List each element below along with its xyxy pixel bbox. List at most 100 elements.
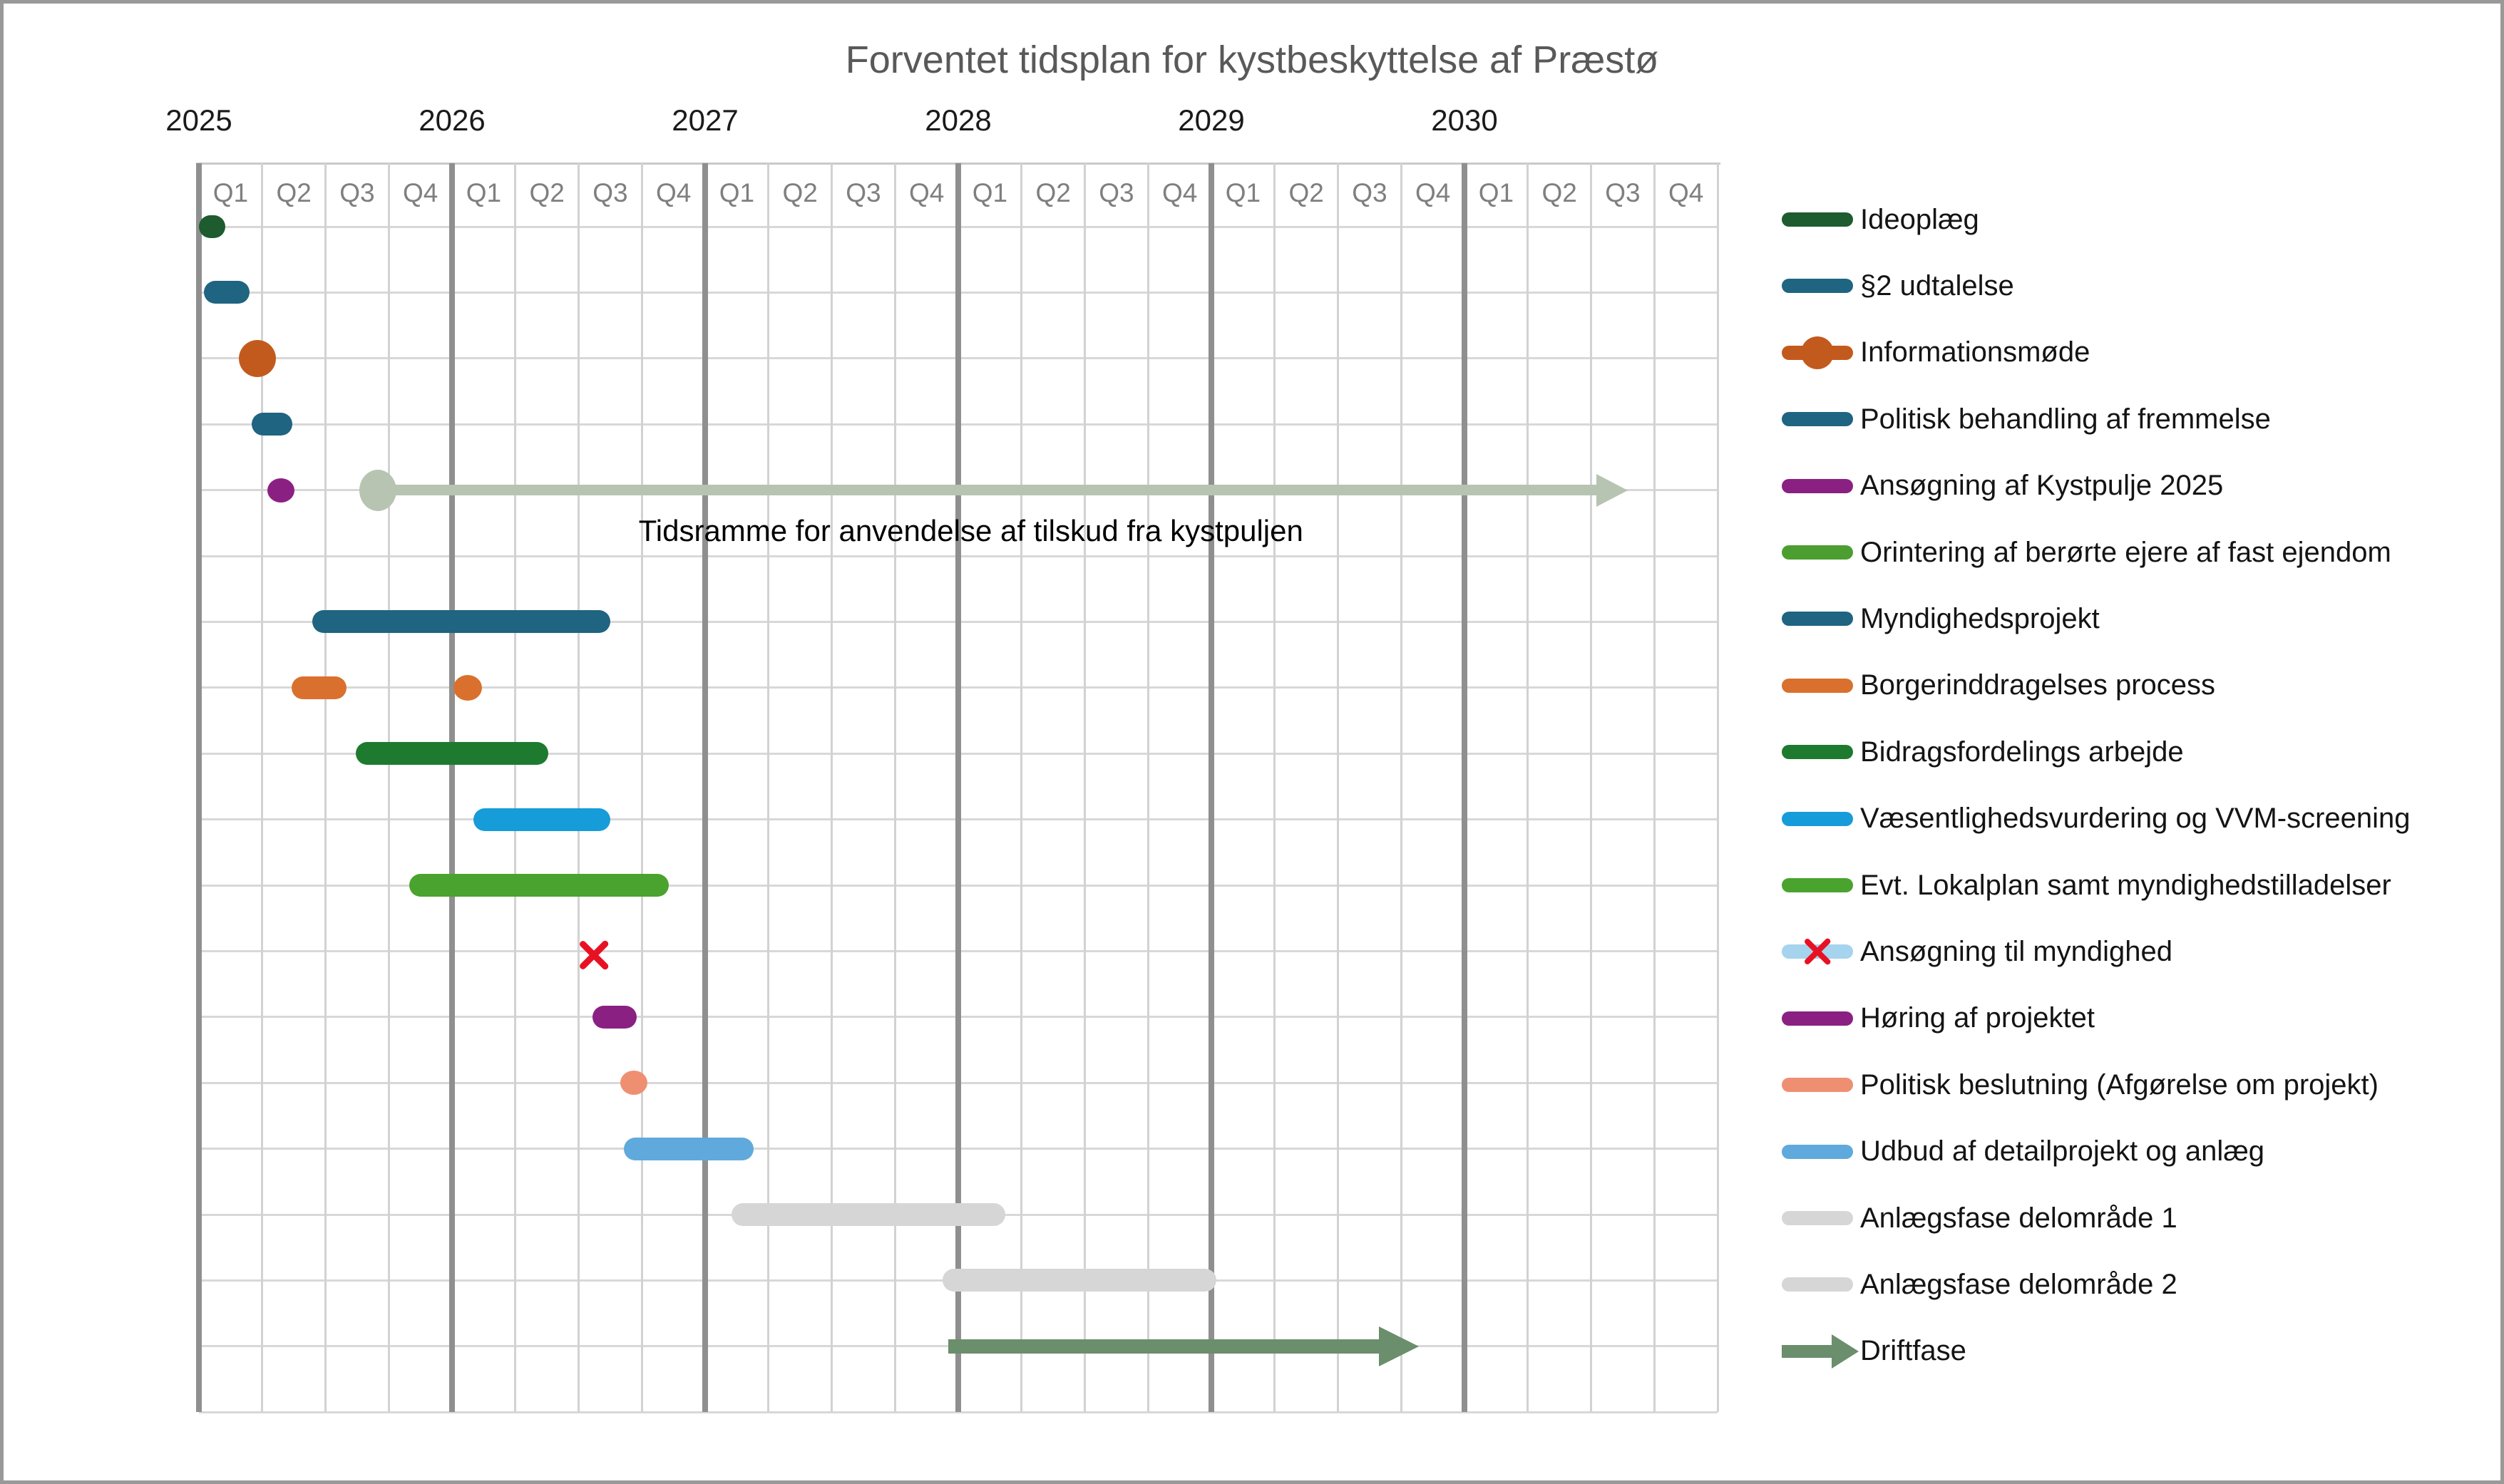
- timeframe-arrow-start-circle: [359, 469, 397, 511]
- x-stroke: [1803, 937, 1832, 967]
- legend-item: Informationsmøde: [1782, 330, 2090, 376]
- legend-line: [1782, 678, 1853, 693]
- legend-line: [1782, 1078, 1853, 1093]
- legend-line: [1782, 811, 1853, 826]
- grid-quarter-line: [1020, 163, 1023, 1413]
- driftfase-arrow-line: [948, 1339, 1380, 1354]
- legend-swatch: [1782, 1129, 1859, 1175]
- axis-quarter-label: Q1: [972, 178, 1008, 207]
- legend-swatch: [1782, 463, 1859, 509]
- legend-item: Borgerinddragelses process: [1782, 663, 2215, 708]
- legend-swatch: [1782, 596, 1859, 641]
- legend-swatch: [1782, 996, 1859, 1041]
- legend-label: Udbud af detailprojekt og anlæg: [1860, 1135, 2265, 1168]
- legend-item: Ansøgning af Kystpulje 2025: [1782, 463, 2223, 509]
- legend-item: Ansøgning til myndighed: [1782, 929, 2172, 974]
- legend-swatch: [1782, 729, 1859, 775]
- legend-item: Orintering af berørte ejere af fast ejen…: [1782, 530, 2391, 575]
- grid-year-line: [955, 163, 961, 1413]
- axis-quarter-label: Q2: [1288, 178, 1324, 207]
- grid-row-line: [199, 1411, 1718, 1413]
- legend-label: Borgerinddragelses process: [1860, 669, 2216, 701]
- axis-quarter-label: Q2: [276, 178, 312, 207]
- grid-year-line: [702, 163, 708, 1413]
- gantt-bar: [291, 676, 347, 699]
- grid-year-line: [1209, 163, 1214, 1413]
- legend-line: [1782, 478, 1853, 493]
- grid-quarter-line: [578, 163, 580, 1413]
- axis-quarter-label: Q2: [529, 178, 565, 207]
- timeframe-arrow-line: [378, 485, 1596, 496]
- legend-swatch: [1782, 1262, 1859, 1307]
- grid-quarter-line: [1590, 163, 1592, 1413]
- legend-item: Anlægsfase delområde 2: [1782, 1262, 2177, 1307]
- legend-swatch: [1782, 396, 1859, 442]
- grid-quarter-line: [831, 163, 833, 1413]
- grid-quarter-line: [324, 163, 327, 1413]
- axis-quarter-label: Q4: [908, 178, 945, 207]
- driftfase-arrow-head: [1379, 1326, 1420, 1366]
- legend-swatch: [1782, 929, 1859, 974]
- grid-quarter-line: [1084, 163, 1086, 1413]
- gantt-x-marker: [578, 939, 610, 972]
- legend-line: [1782, 412, 1853, 427]
- legend-label: Orintering af berørte ejere af fast ejen…: [1860, 536, 2391, 568]
- axis-year-label: 2029: [1178, 103, 1245, 137]
- grid-quarter-line: [1653, 163, 1656, 1413]
- legend-label: Myndighedsprojekt: [1860, 602, 2100, 634]
- axis-quarter-label: Q1: [719, 178, 755, 207]
- axis-quarter-label: Q4: [402, 178, 438, 207]
- grid-quarter-line: [893, 163, 896, 1413]
- axis-quarter-label: Q1: [1225, 178, 1261, 207]
- gantt-milestone-circle: [267, 478, 295, 503]
- grid-quarter-line: [1400, 163, 1402, 1413]
- axis-quarter-label: Q3: [592, 178, 628, 207]
- legend-label: Ideoplæg: [1860, 203, 1979, 235]
- legend-swatch: [1782, 530, 1859, 575]
- gantt-bar: [732, 1203, 1005, 1226]
- legend-line: [1782, 612, 1853, 627]
- gantt-bar: [624, 1137, 754, 1160]
- legend-line: [1782, 212, 1853, 227]
- legend-line: [1782, 1144, 1853, 1159]
- legend-label: Evt. Lokalplan samt myndighedstilladelse…: [1860, 869, 2391, 901]
- legend-swatch: [1782, 1062, 1859, 1108]
- legend-item: Bidragsfordelings arbejde: [1782, 729, 2184, 775]
- gantt-bar: [199, 215, 226, 238]
- axis-year-label: 2030: [1431, 103, 1498, 137]
- axis-quarter-label: Q2: [782, 178, 818, 207]
- axis-quarter-label: Q3: [339, 178, 375, 207]
- legend-line: [1782, 1277, 1853, 1292]
- legend-swatch: [1782, 862, 1859, 908]
- legend-label: Politisk beslutning (Afgørelse om projek…: [1860, 1068, 2379, 1101]
- legend-item: Anlægsfase delområde 1: [1782, 1195, 2177, 1241]
- grid-quarter-line: [640, 163, 643, 1413]
- legend-label: Anlægsfase delområde 2: [1860, 1268, 2177, 1300]
- legend-label: Driftfase: [1860, 1335, 1966, 1367]
- axis-quarter-label: Q2: [1035, 178, 1071, 207]
- grid-year-line: [449, 163, 455, 1413]
- plot-area: 2025 2026 2027 2028 2029 2030 Q1 Q2 Q3 Q4 Q1 Q2 Q3 Q…: [4, 4, 1786, 1480]
- legend-line: [1782, 944, 1853, 959]
- grid-quarter-line: [767, 163, 770, 1413]
- grid-quarter-line: [261, 163, 264, 1413]
- grid-quarter-line: [1337, 163, 1339, 1413]
- axis-quarter-label: Q4: [655, 178, 692, 207]
- axis-year-label: 2028: [925, 103, 992, 137]
- axis-quarter-label: Q4: [1415, 178, 1451, 207]
- legend-item: Ideoplæg: [1782, 197, 1979, 242]
- legend-item: Politisk beslutning (Afgørelse om projek…: [1782, 1062, 2379, 1108]
- gantt-milestone-circle: [620, 1071, 647, 1096]
- grid-quarter-line: [1716, 163, 1719, 1413]
- x-stroke: [1803, 937, 1832, 967]
- axis-quarter-label: Q2: [1541, 178, 1577, 207]
- legend-item: Evt. Lokalplan samt myndighedstilladelse…: [1782, 862, 2391, 908]
- gantt-milestone-dot: [453, 674, 483, 701]
- axis-quarter-label: Q3: [1099, 178, 1134, 207]
- legend-label: Informationsmøde: [1860, 336, 2090, 369]
- legend-line: [1782, 279, 1853, 294]
- legend-line: [1782, 1211, 1853, 1225]
- gantt-bar: [356, 742, 548, 766]
- legend-swatch: [1782, 1195, 1859, 1241]
